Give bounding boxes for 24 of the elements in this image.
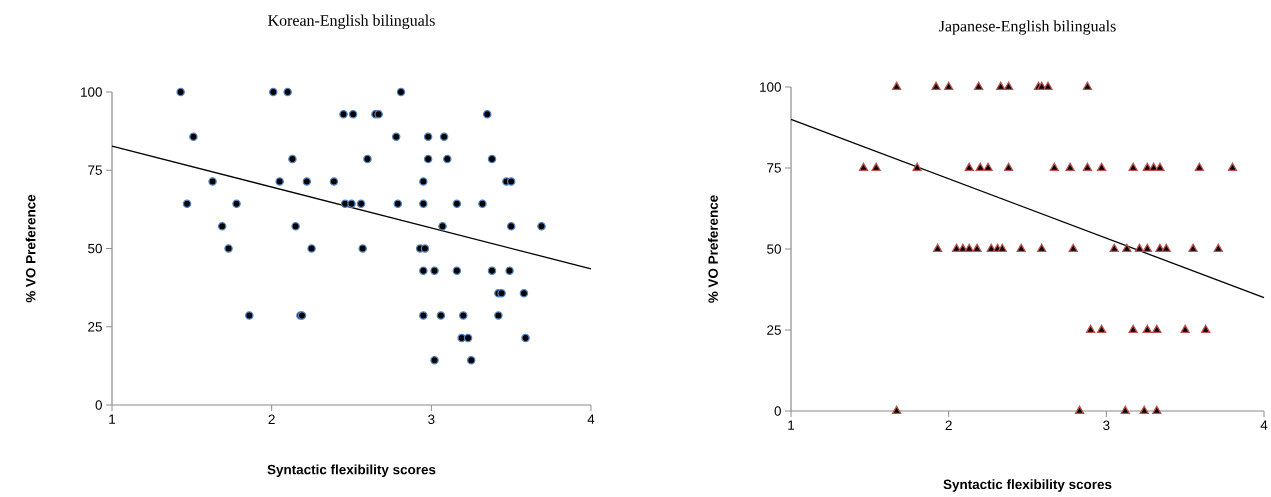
y-axis-title: % VO Preference bbox=[25, 194, 36, 303]
x-tick-label: 4 bbox=[1260, 420, 1268, 430]
y-tick-label: 75 bbox=[88, 165, 102, 175]
y-tick-label: 50 bbox=[767, 244, 781, 254]
x-axis-title: Syntactic flexibility scores bbox=[267, 464, 436, 478]
x-tick-label: 3 bbox=[428, 414, 435, 425]
x-axis-title: Syntactic flexibility scores bbox=[943, 479, 1112, 492]
y-tick-label: 100 bbox=[81, 87, 102, 97]
y-tick-label: 50 bbox=[88, 243, 102, 254]
y-axis-title: % VO Preference bbox=[708, 195, 718, 303]
y-tick-label: 25 bbox=[88, 321, 102, 332]
y-tick-label: 0 bbox=[774, 406, 781, 416]
chart-title: Japanese-English bilinguals bbox=[939, 20, 1116, 35]
x-tick-label: 2 bbox=[268, 414, 275, 424]
y-tick-label: 25 bbox=[767, 325, 781, 335]
x-tick-label: 3 bbox=[1103, 420, 1110, 431]
x-tick-label: 1 bbox=[788, 420, 795, 430]
y-tick-label: 75 bbox=[767, 163, 781, 173]
chart-title: Korean-English bilinguals bbox=[268, 14, 435, 30]
x-tick-label: 1 bbox=[109, 414, 116, 424]
x-tick-label: 2 bbox=[945, 420, 952, 430]
y-tick-label: 0 bbox=[95, 400, 102, 410]
x-tick-label: 4 bbox=[587, 414, 595, 424]
y-tick-label: 100 bbox=[760, 82, 781, 92]
